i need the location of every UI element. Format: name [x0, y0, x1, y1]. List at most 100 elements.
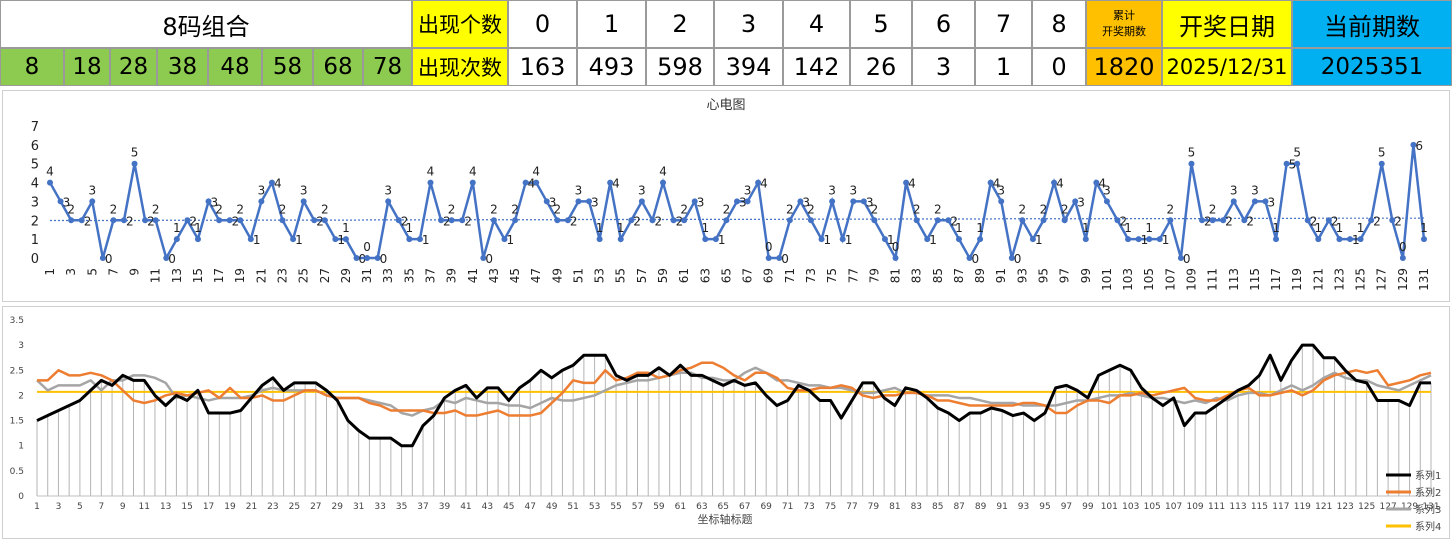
data-label: 2 [147, 214, 155, 228]
ecg-point [966, 255, 973, 261]
x-tick-label: 51 [567, 502, 578, 512]
data-label: 3 [744, 183, 752, 197]
data-label: 4 [1098, 177, 1106, 191]
x-tick-label: 101 [1100, 268, 1114, 291]
ecg-point [1082, 236, 1089, 243]
ecg-point [279, 217, 286, 224]
ecg-point [586, 198, 593, 205]
ecg-point [448, 217, 455, 224]
x-tick-label: 91 [994, 268, 1008, 283]
ecg-point [755, 179, 762, 186]
x-tick-label: 63 [696, 502, 707, 512]
x-tick-label: 39 [439, 502, 451, 512]
ecg-point [89, 198, 96, 205]
ecg-point [903, 179, 910, 186]
combo-number: 38 [157, 48, 208, 86]
data-label: 3 [575, 183, 583, 197]
data-label: 1 [342, 221, 350, 235]
data-label: 3 [384, 183, 392, 197]
x-tick-label: 121 [1315, 502, 1332, 512]
ecg-point [1103, 198, 1110, 205]
times-value: 26 [850, 48, 912, 86]
x-tick-label: 87 [953, 502, 964, 512]
x-tick-label: 103 [1122, 502, 1139, 512]
ecg-point [1220, 217, 1227, 224]
ecg-point [512, 217, 519, 224]
x-tick-label: 101 [1101, 502, 1118, 512]
ecg-point [364, 255, 371, 261]
ecg-point [681, 217, 688, 224]
y-tick-label: 2 [18, 391, 24, 401]
ecg-point [543, 198, 550, 205]
x-tick-label: 97 [1058, 268, 1072, 283]
data-label: 2 [1204, 214, 1212, 228]
x-tick-label: 35 [402, 268, 416, 283]
x-tick-label: 119 [1294, 502, 1311, 512]
data-label: 2 [723, 202, 731, 216]
x-tick-label: 5 [85, 268, 99, 276]
ecg-point [385, 198, 392, 205]
data-label: 1 [1336, 221, 1344, 235]
count-label: 出现个数 [412, 0, 508, 48]
x-tick-label: 93 [1015, 268, 1029, 283]
y-tick-label: 3 [18, 341, 24, 351]
data-label: 6 [1415, 139, 1423, 153]
x-tick-label: 111 [1206, 268, 1220, 291]
data-label: 0 [168, 252, 176, 266]
data-label: 4 [612, 177, 620, 191]
ecg-point [1357, 236, 1364, 243]
legend-label: 系列4 [1415, 520, 1441, 533]
data-label: 1 [1141, 233, 1149, 247]
ecg-point [237, 217, 244, 224]
ecg-point [173, 236, 180, 243]
ecg-point [1262, 198, 1269, 205]
x-tick-label: 57 [635, 268, 649, 283]
ecg-point [57, 198, 64, 205]
ecg-point [1347, 236, 1354, 243]
data-label: 2 [1061, 202, 1069, 216]
data-label: 1 [295, 233, 303, 247]
x-tick-label: 45 [508, 268, 522, 283]
data-label: 1 [845, 233, 853, 247]
data-label: 2 [570, 214, 578, 228]
x-tick-label: 75 [825, 268, 839, 283]
ecg-point [649, 217, 656, 224]
chart-title: 心电图 [706, 98, 745, 113]
x-tick-label: 27 [318, 268, 332, 283]
data-label: 3 [697, 195, 705, 209]
y-tick-label: 1 [18, 442, 24, 452]
data-label: 4 [1056, 177, 1064, 191]
x-tick-label: 89 [973, 268, 987, 283]
x-tick-label: 125 [1358, 502, 1375, 512]
x-tick-label: 29 [339, 268, 353, 283]
x-tick-label: 59 [653, 502, 665, 512]
count-value: 4 [783, 0, 850, 48]
ecg-point [258, 198, 265, 205]
data-label: 1 [701, 221, 709, 235]
data-label: 3 [739, 195, 747, 209]
ecg-point [723, 217, 730, 224]
ecg-point [554, 217, 561, 224]
ecg-point [78, 217, 85, 224]
ecg-point [522, 179, 529, 186]
data-label: 1 [718, 233, 726, 247]
data-label: 3 [638, 183, 646, 197]
data-label: 2 [215, 202, 223, 216]
ecg-point [617, 236, 624, 243]
count-value: 0 [508, 0, 577, 48]
ecg-point [290, 236, 297, 243]
ecg-point [955, 236, 962, 243]
ecg-point [691, 198, 698, 205]
data-label: 1 [887, 233, 895, 247]
ecg-point [786, 217, 793, 224]
x-tick-label: 131 [1417, 268, 1431, 291]
y-tick-label: 4 [31, 177, 39, 192]
ecg-point [1093, 179, 1100, 186]
data-label: 2 [448, 202, 456, 216]
x-tick-label: 129 [1401, 502, 1418, 512]
x-tick-label: 79 [868, 502, 880, 512]
x-tick-label: 23 [276, 268, 290, 283]
combo-title: 8码组合 [0, 0, 412, 48]
data-label: 4 [532, 165, 540, 179]
